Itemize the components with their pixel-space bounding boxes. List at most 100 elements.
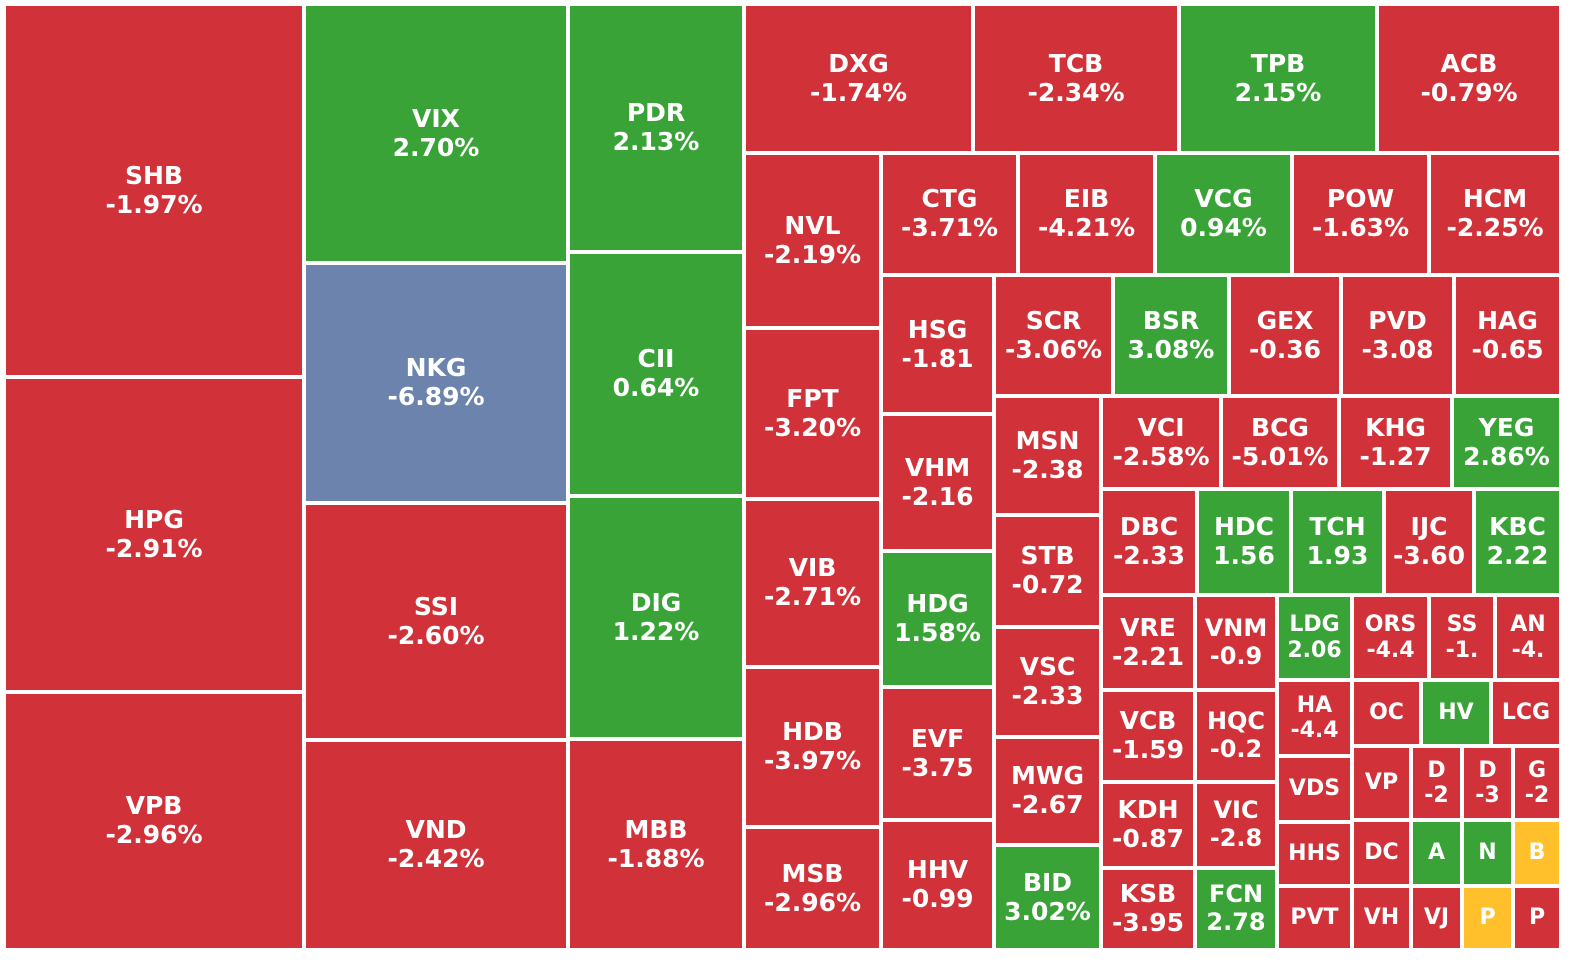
tile-hdc-45[interactable]: HDC 1.56: [1197, 489, 1291, 595]
tile-ticker: TCB: [1048, 48, 1104, 78]
tile-ksb-55[interactable]: KSB -3.95: [1101, 868, 1195, 950]
tile-pow-23[interactable]: POW -1.63%: [1292, 153, 1429, 275]
tile-vsc-37[interactable]: VSC -2.33: [994, 627, 1101, 737]
tile-ticker: DXG: [828, 48, 889, 78]
tile-mwg-38[interactable]: MWG -2.67: [994, 737, 1101, 845]
tile-ticker: EVF: [910, 723, 965, 753]
tile-p-79[interactable]: P: [1513, 886, 1561, 950]
tile-ticker: VSC: [1019, 652, 1076, 682]
tile-vp-66[interactable]: VP: [1352, 746, 1411, 820]
tile-p-78[interactable]: P: [1462, 886, 1513, 950]
tile-gex-32[interactable]: GEX -0.36: [1229, 275, 1341, 396]
tile-kbc-48[interactable]: KBC 2.22: [1474, 489, 1561, 595]
tile-dig-9[interactable]: DIG 1.22%: [568, 496, 744, 739]
tile-vix-3[interactable]: VIX 2.70%: [304, 4, 568, 263]
tile-hdg-27[interactable]: HDG 1.58%: [881, 551, 994, 687]
tile-fcn-56[interactable]: FCN 2.78: [1195, 868, 1277, 950]
tile-ticker: KDH: [1117, 795, 1179, 825]
tile-yeg-43[interactable]: YEG 2.86%: [1452, 396, 1561, 489]
tile-fpt-16[interactable]: FPT -3.20%: [744, 328, 881, 499]
tile-acb-14[interactable]: ACB -0.79%: [1377, 4, 1561, 153]
tile-bid-39[interactable]: BID 3.02%: [994, 845, 1101, 950]
tile-pvt-75[interactable]: PVT: [1277, 886, 1352, 950]
tile-hdb-18[interactable]: HDB -3.97%: [744, 667, 881, 827]
tile-ticker: HA: [1296, 692, 1333, 718]
tile-hcm-24[interactable]: HCM -2.25%: [1429, 153, 1561, 275]
tile-vib-17[interactable]: VIB -2.71%: [744, 499, 881, 667]
tile-a-72[interactable]: A: [1411, 820, 1462, 886]
tile-vic-54[interactable]: VIC -2.8: [1195, 782, 1277, 868]
tile-d-68[interactable]: D -3: [1462, 746, 1513, 820]
tile-kdh-53[interactable]: KDH -0.87: [1101, 782, 1195, 868]
tile-hhs-70[interactable]: HHS: [1277, 822, 1352, 886]
tile-b-74[interactable]: B: [1513, 820, 1561, 886]
tile-lcg-64[interactable]: LCG: [1491, 680, 1561, 746]
tile-hpg-1[interactable]: HPG -2.91%: [4, 377, 304, 692]
tile-hsg-25[interactable]: HSG -1.81: [881, 275, 994, 414]
tile-change: 2.70%: [392, 132, 480, 162]
tile-vnd-6[interactable]: VND -2.42%: [304, 740, 568, 950]
tile-change: 3.02%: [1004, 896, 1091, 926]
tile-hv-63[interactable]: HV: [1421, 680, 1491, 746]
tile-vci-40[interactable]: VCI -2.58%: [1101, 396, 1221, 489]
tile-evf-28[interactable]: EVF -3.75: [881, 687, 994, 820]
tile-change: -2.91%: [105, 533, 203, 563]
tile-shb-0[interactable]: SHB -1.97%: [4, 4, 304, 377]
tile-vhm-26[interactable]: VHM -2.16: [881, 414, 994, 551]
tile-bcg-41[interactable]: BCG -5.01%: [1221, 396, 1339, 489]
tile-ss-59[interactable]: SS -1.: [1429, 595, 1495, 680]
tile-pvd-33[interactable]: PVD -3.08: [1341, 275, 1454, 396]
tile-tch-46[interactable]: TCH 1.93: [1291, 489, 1384, 595]
tile-dbc-44[interactable]: DBC -2.33: [1101, 489, 1197, 595]
tile-ticker: VIC: [1213, 796, 1259, 825]
tile-hag-34[interactable]: HAG -0.65: [1454, 275, 1561, 396]
tile-ssi-5[interactable]: SSI -2.60%: [304, 503, 568, 740]
tile-vpb-2[interactable]: VPB -2.96%: [4, 692, 304, 950]
tile-vh-76[interactable]: VH: [1352, 886, 1411, 950]
tile-vcg-22[interactable]: VCG 0.94%: [1155, 153, 1292, 275]
tile-vnm-50[interactable]: VNM -0.9: [1195, 595, 1277, 690]
tile-scr-30[interactable]: SCR -3.06%: [994, 275, 1113, 396]
tile-g-69[interactable]: G -2: [1513, 746, 1561, 820]
tile-change: 2.06: [1287, 637, 1342, 663]
tile-vj-77[interactable]: VJ: [1411, 886, 1462, 950]
tile-dc-71[interactable]: DC: [1352, 820, 1411, 886]
tile-vcb-51[interactable]: VCB -1.59: [1101, 690, 1195, 782]
tile-tpb-13[interactable]: TPB 2.15%: [1179, 4, 1377, 153]
tile-dxg-11[interactable]: DXG -1.74%: [744, 4, 973, 153]
tile-vre-49[interactable]: VRE -2.21: [1101, 595, 1195, 690]
tile-msb-19[interactable]: MSB -2.96%: [744, 827, 881, 950]
tile-msn-35[interactable]: MSN -2.38: [994, 396, 1101, 515]
tile-bsr-31[interactable]: BSR 3.08%: [1113, 275, 1229, 396]
tile-hqc-52[interactable]: HQC -0.2: [1195, 690, 1277, 782]
tile-pdr-7[interactable]: PDR 2.13%: [568, 4, 744, 252]
tile-hhv-29[interactable]: HHV -0.99: [881, 820, 994, 950]
tile-ldg-57[interactable]: LDG 2.06: [1277, 595, 1352, 680]
tile-d-67[interactable]: D -2: [1411, 746, 1462, 820]
tile-khg-42[interactable]: KHG -1.27: [1339, 396, 1452, 489]
tile-ijc-47[interactable]: IJC -3.60: [1384, 489, 1474, 595]
tile-stb-36[interactable]: STB -0.72: [994, 515, 1101, 627]
tile-ticker: PDR: [626, 98, 686, 128]
tile-mbb-10[interactable]: MBB -1.88%: [568, 739, 744, 950]
tile-eib-21[interactable]: EIB -4.21%: [1018, 153, 1155, 275]
tile-cii-8[interactable]: CII 0.64%: [568, 252, 744, 496]
tile-ticker: VHM: [904, 452, 971, 482]
tile-change: -2.34%: [1027, 77, 1125, 107]
tile-ticker: BCG: [1251, 412, 1309, 442]
tile-nvl-15[interactable]: NVL -2.19%: [744, 153, 881, 328]
tile-change: -2.38: [1011, 454, 1084, 484]
tile-ors-58[interactable]: ORS -4.4: [1352, 595, 1429, 680]
tile-tcb-12[interactable]: TCB -2.34%: [973, 4, 1179, 153]
tile-nkg-4[interactable]: NKG -6.89%: [304, 263, 568, 503]
tile-vds-65[interactable]: VDS: [1277, 756, 1352, 822]
tile-change: -0.2: [1209, 735, 1263, 763]
tile-n-73[interactable]: N: [1462, 820, 1513, 886]
tile-an-60[interactable]: AN -4.: [1495, 595, 1561, 680]
tile-oc-62[interactable]: OC: [1352, 680, 1421, 746]
tile-ha-61[interactable]: HA -4.4: [1277, 680, 1352, 756]
tile-ticker: DIG: [630, 587, 682, 617]
tile-change: -2: [1524, 783, 1550, 808]
tile-ctg-20[interactable]: CTG -3.71%: [881, 153, 1018, 275]
tile-ticker: P: [1528, 905, 1546, 931]
